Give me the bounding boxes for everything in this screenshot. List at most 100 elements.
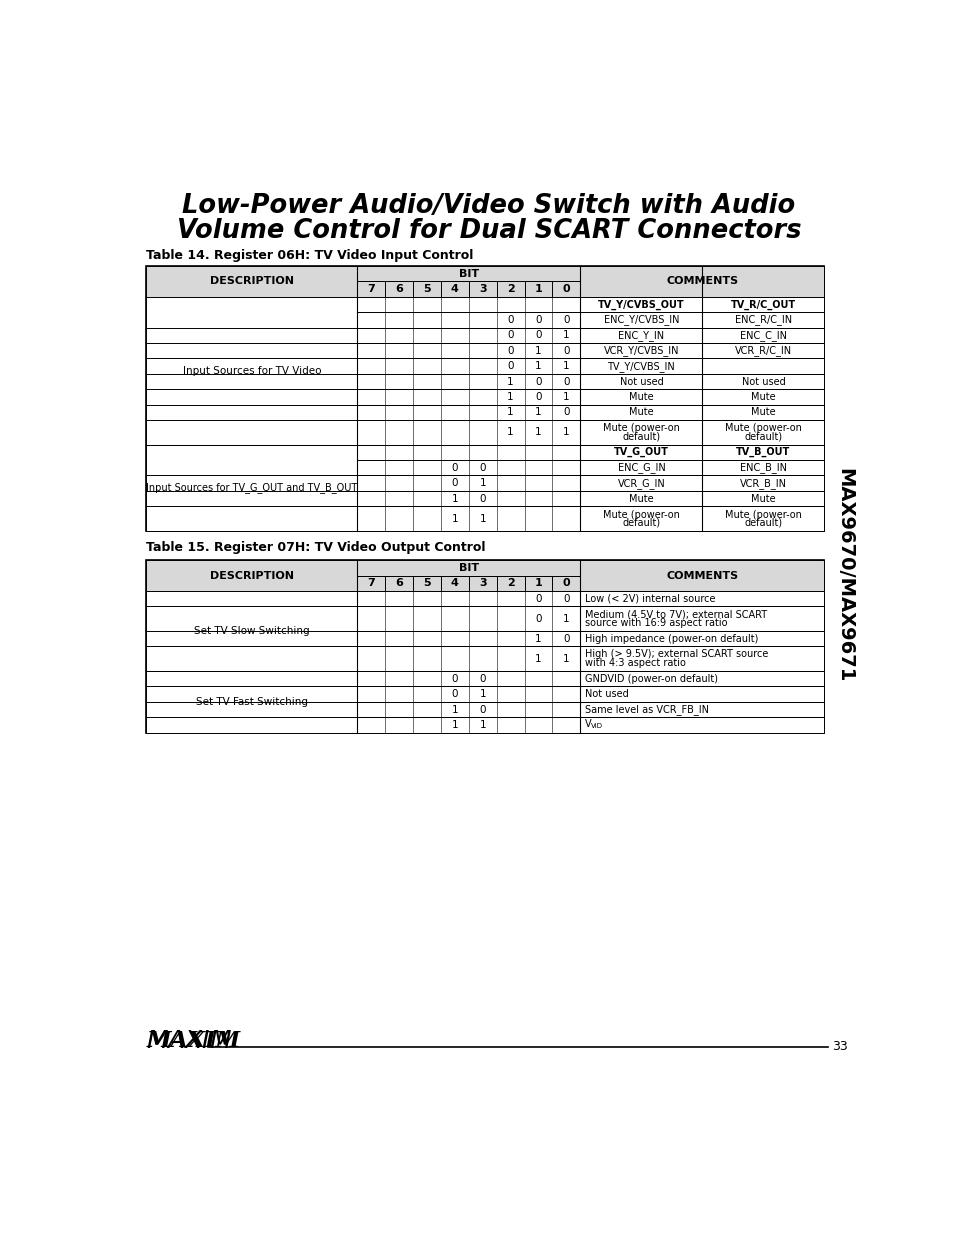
Bar bbox=[579, 506, 701, 531]
Text: TV_Y/CVBS_IN: TV_Y/CVBS_IN bbox=[607, 361, 675, 372]
Bar bbox=[356, 606, 579, 631]
Bar bbox=[356, 327, 579, 343]
Text: V: V bbox=[584, 719, 591, 729]
Text: 0: 0 bbox=[535, 330, 541, 341]
Bar bbox=[579, 646, 823, 671]
Bar bbox=[579, 475, 701, 490]
Bar bbox=[579, 312, 701, 327]
Text: 1: 1 bbox=[451, 720, 457, 730]
Text: VCR_R/C_IN: VCR_R/C_IN bbox=[734, 346, 791, 356]
Bar bbox=[579, 266, 823, 296]
Text: 5: 5 bbox=[423, 578, 431, 588]
Text: BIT: BIT bbox=[458, 563, 478, 573]
Text: 1: 1 bbox=[562, 614, 569, 624]
Bar bbox=[356, 592, 579, 606]
Text: 0: 0 bbox=[562, 594, 569, 604]
Text: Mute (power-on: Mute (power-on bbox=[602, 424, 679, 433]
Bar bbox=[356, 343, 579, 358]
Bar bbox=[356, 445, 579, 461]
Bar bbox=[579, 296, 701, 312]
Text: 0: 0 bbox=[507, 346, 514, 356]
Text: 1: 1 bbox=[562, 330, 569, 341]
Text: 1: 1 bbox=[562, 361, 569, 370]
Text: VCR_G_IN: VCR_G_IN bbox=[617, 478, 664, 489]
Text: VCR_B_IN: VCR_B_IN bbox=[740, 478, 786, 489]
Bar bbox=[579, 671, 823, 687]
Bar bbox=[356, 312, 579, 327]
Bar bbox=[356, 646, 579, 671]
Bar bbox=[701, 461, 823, 475]
Bar bbox=[579, 358, 701, 374]
Text: 2: 2 bbox=[506, 578, 514, 588]
Bar bbox=[701, 405, 823, 420]
Text: MAXIM: MAXIM bbox=[146, 1030, 240, 1052]
Text: 1: 1 bbox=[451, 704, 457, 715]
Bar bbox=[579, 327, 701, 343]
Text: Set TV Slow Switching: Set TV Slow Switching bbox=[193, 626, 310, 636]
Text: 4: 4 bbox=[451, 578, 458, 588]
Bar bbox=[701, 327, 823, 343]
Bar bbox=[356, 631, 579, 646]
Text: ENC_C_IN: ENC_C_IN bbox=[740, 330, 786, 341]
Text: 7: 7 bbox=[367, 284, 375, 294]
Text: 0: 0 bbox=[507, 315, 514, 325]
Text: 0: 0 bbox=[479, 463, 485, 473]
Text: Table 15. Register 07H: TV Video Output Control: Table 15. Register 07H: TV Video Output … bbox=[146, 541, 485, 555]
Bar bbox=[579, 490, 701, 506]
Bar bbox=[356, 718, 579, 732]
Text: 1: 1 bbox=[562, 427, 569, 437]
Text: 1: 1 bbox=[535, 634, 541, 643]
Bar bbox=[356, 405, 579, 420]
Text: Mute: Mute bbox=[750, 494, 775, 504]
Text: 0: 0 bbox=[507, 330, 514, 341]
Text: 1: 1 bbox=[507, 377, 514, 387]
Bar bbox=[356, 461, 579, 475]
Bar bbox=[701, 445, 823, 461]
Bar bbox=[701, 506, 823, 531]
Text: Low-Power Audio/Video Switch with Audio: Low-Power Audio/Video Switch with Audio bbox=[182, 193, 795, 219]
Text: 1: 1 bbox=[534, 578, 542, 588]
Text: 33: 33 bbox=[831, 1040, 847, 1053]
Bar bbox=[701, 296, 823, 312]
Text: 1: 1 bbox=[535, 653, 541, 663]
Text: 1: 1 bbox=[535, 427, 541, 437]
Text: TV_Y/CVBS_OUT: TV_Y/CVBS_OUT bbox=[598, 299, 684, 310]
Text: 3: 3 bbox=[478, 284, 486, 294]
Bar bbox=[701, 374, 823, 389]
Text: 1: 1 bbox=[479, 720, 485, 730]
Text: Not used: Not used bbox=[740, 377, 784, 387]
Text: 0: 0 bbox=[451, 478, 457, 488]
Text: 1: 1 bbox=[534, 284, 542, 294]
Bar bbox=[701, 389, 823, 405]
Bar bbox=[579, 343, 701, 358]
Text: default): default) bbox=[743, 431, 781, 441]
Bar bbox=[356, 687, 579, 701]
Bar bbox=[579, 606, 823, 631]
Text: 1: 1 bbox=[562, 391, 569, 401]
Bar bbox=[579, 420, 701, 445]
Text: 1: 1 bbox=[535, 408, 541, 417]
Bar bbox=[356, 701, 579, 718]
Bar bbox=[701, 490, 823, 506]
Text: High (> 9.5V); external SCART source: High (> 9.5V); external SCART source bbox=[584, 650, 767, 659]
Text: Medium (4.5V to 7V); external SCART: Medium (4.5V to 7V); external SCART bbox=[584, 609, 766, 619]
Bar bbox=[146, 561, 823, 732]
Text: default): default) bbox=[743, 517, 781, 527]
Bar bbox=[356, 420, 579, 445]
Text: 0: 0 bbox=[562, 578, 570, 588]
Bar bbox=[356, 576, 579, 592]
Bar bbox=[579, 631, 823, 646]
Text: 1: 1 bbox=[507, 391, 514, 401]
Text: 0: 0 bbox=[535, 614, 541, 624]
Text: 1: 1 bbox=[479, 689, 485, 699]
Bar bbox=[579, 389, 701, 405]
Bar bbox=[356, 671, 579, 687]
Bar bbox=[579, 592, 823, 606]
Bar bbox=[356, 266, 579, 282]
Text: Mute: Mute bbox=[628, 494, 653, 504]
Text: Volume Control for Dual SCART Connectors: Volume Control for Dual SCART Connectors bbox=[176, 217, 801, 243]
Text: 1: 1 bbox=[535, 346, 541, 356]
Text: 0: 0 bbox=[451, 689, 457, 699]
Text: Mute: Mute bbox=[750, 408, 775, 417]
Text: 0: 0 bbox=[479, 704, 485, 715]
